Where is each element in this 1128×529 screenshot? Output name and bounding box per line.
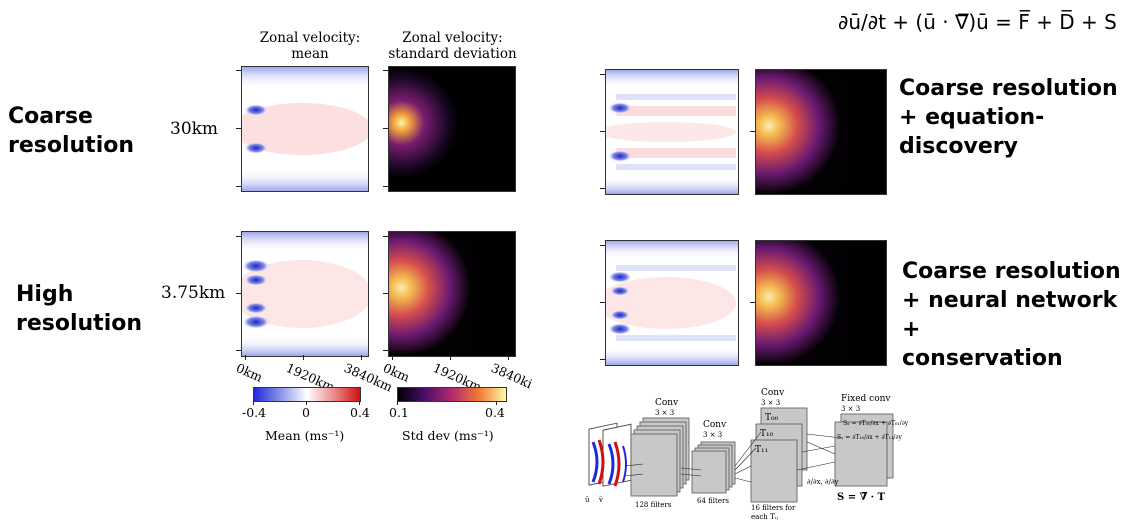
conv2-filters: 64 filters <box>697 497 729 505</box>
colorbar-mean-tick-0: -0.4 <box>242 405 267 420</box>
cnn-architecture-diagram: ū v̅ Conv 3 × 3 128 filters Conv 3 × 3 6… <box>585 382 915 522</box>
row-label-coarse-line1: Coarse <box>8 104 93 129</box>
derivative-operator-label: ∂/∂x, ∂/∂y <box>807 478 839 486</box>
row-label-coarse: Coarse resolution <box>8 102 134 160</box>
panel-mean-eqdisc <box>605 69 739 195</box>
std-column-subtitle: standard deviation <box>388 46 517 62</box>
resolution-label-high: 3.75km <box>161 283 226 303</box>
panel-std-high <box>388 231 516 357</box>
row-label-high-line2: resolution <box>16 311 143 336</box>
label-neural-network: Coarse resolution + neural network + con… <box>902 257 1128 373</box>
mean-field-neural <box>606 241 738 365</box>
conv3-filters-line1: 16 filters for <box>751 504 796 512</box>
input-u-label: ū <box>585 496 590 504</box>
row-label-high: High resolution <box>16 280 142 338</box>
input-field-images <box>588 422 632 487</box>
label-neural-line1: Coarse resolution <box>902 259 1121 284</box>
fixed-conv-size: 3 × 3 <box>841 405 861 413</box>
cnn-diagram-graphics <box>588 407 894 503</box>
t00-label: T₀₀ <box>765 413 779 423</box>
row-label-coarse-line2: resolution <box>8 133 135 158</box>
resolution-label-coarse: 30km <box>170 119 219 139</box>
panel-std-coarse <box>388 66 516 192</box>
colorbar-std-tick-0: 0.1 <box>389 405 409 420</box>
panel-mean-high <box>241 231 369 357</box>
mean-column-subtitle: mean <box>291 46 329 62</box>
std-column-header: Zonal velocity: standard deviation <box>380 30 525 62</box>
std-field-neural <box>756 241 886 365</box>
conv1-title: Conv <box>655 398 679 408</box>
momentum-equation: ∂ū/∂t + (ū · ∇̅)ū = F̅ + D̅ + S <box>838 10 1117 34</box>
std-field-high <box>389 232 515 356</box>
conv1-size: 3 × 3 <box>655 409 675 417</box>
std-field-coarse <box>389 67 515 191</box>
mean-field-coarse <box>242 67 368 191</box>
conv2-title: Conv <box>703 420 727 430</box>
std-field-eqdisc <box>756 70 886 194</box>
colorbar-mean-tick-1: 0 <box>302 405 310 420</box>
label-equation-discovery: Coarse resolution + equation- discovery <box>899 74 1118 161</box>
colorbar-mean <box>253 387 361 402</box>
mean-column-title: Zonal velocity: <box>259 30 361 46</box>
panel-mean-neural <box>605 240 739 366</box>
mean-field-high <box>242 232 368 356</box>
colorbar-std-label: Std dev (ms⁻¹) <box>402 428 494 443</box>
colorbar-std-tick-1: 0.4 <box>485 405 505 420</box>
conv1-filters: 128 filters <box>635 501 672 509</box>
mean-field-eqdisc <box>606 70 738 194</box>
conv2-size: 3 × 3 <box>703 431 723 439</box>
conv3-filters-line2: each Tᵢⱼ <box>751 513 778 521</box>
colorbar-std <box>397 387 507 402</box>
colorbar-mean-label: Mean (ms⁻¹) <box>265 428 345 443</box>
t11-label: T₁₁ <box>755 445 769 455</box>
label-neural-line3: conservation <box>902 346 1063 371</box>
panel-std-neural <box>755 240 887 366</box>
sy-formula: Sᵧ = ∂T₁₀/∂x + ∂T₁₁/∂y <box>837 434 902 441</box>
label-eqdisc-line2: + equation- <box>899 105 1045 130</box>
row-label-high-line1: High <box>16 282 74 307</box>
sx-formula: Sₓ = ∂T₀₀/∂x + ∂T₀₁/∂y <box>843 420 909 427</box>
t10-label: T₁₀ <box>760 429 774 439</box>
conv3-title: Conv <box>761 388 785 398</box>
fixed-conv-title: Fixed conv <box>841 394 891 404</box>
conv3-size: 3 × 3 <box>761 399 781 407</box>
mean-column-header: Zonal velocity: mean <box>242 30 378 62</box>
std-column-title: Zonal velocity: <box>402 30 503 46</box>
label-eqdisc-line1: Coarse resolution <box>899 76 1118 101</box>
colorbar-mean-tick-2: 0.4 <box>350 405 370 420</box>
panel-std-eqdisc <box>755 69 887 195</box>
label-neural-line2: + neural network + <box>902 288 1118 342</box>
x-tick-mean-0: 0km <box>233 360 266 385</box>
input-v-label: v̅ <box>599 496 603 504</box>
panel-mean-coarse <box>241 66 369 192</box>
output-divergence-label: S = ∇̅ · T <box>837 492 885 503</box>
label-eqdisc-line3: discovery <box>899 134 1018 159</box>
